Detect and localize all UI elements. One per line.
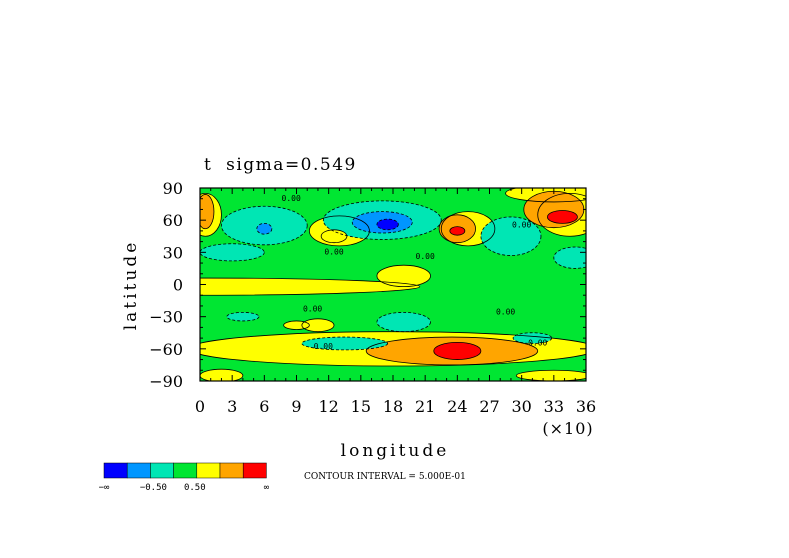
contour-line xyxy=(320,229,348,244)
x-tick-label: 27 xyxy=(479,397,499,416)
x-scale-note: (×10) xyxy=(542,419,593,438)
contour-line xyxy=(200,331,586,367)
chart-title: t sigma=0.549 xyxy=(204,155,357,175)
contour-line xyxy=(221,205,308,246)
x-tick-label: 0 xyxy=(195,397,205,416)
contour-line xyxy=(433,341,482,360)
contour-line xyxy=(200,194,215,230)
contour-label: 0.00 xyxy=(528,339,547,348)
contour-region xyxy=(256,223,272,235)
colorbar-label: 0.50 xyxy=(184,483,206,493)
contour-region xyxy=(516,370,586,381)
colorbar-swatch xyxy=(150,462,174,479)
colorbar-swatch xyxy=(196,462,221,479)
colorbar-label: −0.50 xyxy=(140,483,167,493)
contour-region xyxy=(376,265,431,287)
colorbar-swatch xyxy=(173,462,198,479)
contour-interval-text: CONTOUR INTERVAL = 5.000E-01 xyxy=(304,472,466,482)
contour-line xyxy=(512,332,553,344)
colorbar-swatch xyxy=(126,462,151,479)
contour-region xyxy=(547,210,578,224)
contour-line xyxy=(200,368,244,381)
contour-line xyxy=(553,246,586,269)
contour-region xyxy=(226,312,259,321)
y-tick-label: 30 xyxy=(163,243,183,262)
contour-line xyxy=(301,336,389,351)
contour-label: 0.00 xyxy=(416,252,435,261)
contour-region xyxy=(200,243,265,261)
contour-label: 0.00 xyxy=(303,304,322,313)
contour-region xyxy=(301,337,388,350)
y-axis-label: latitude xyxy=(121,240,141,331)
colorbar-swatch xyxy=(219,462,244,479)
x-tick-label: 12 xyxy=(318,397,338,416)
x-tick-label: 30 xyxy=(511,397,531,416)
contour-label: 0.00 xyxy=(496,308,515,317)
contour-regions xyxy=(200,188,586,381)
contour-label: 0.00 xyxy=(314,342,333,351)
y-tick-label: −90 xyxy=(149,372,183,391)
contour-line xyxy=(376,218,399,231)
contour-label: 0.00 xyxy=(324,247,343,256)
contour-line xyxy=(226,311,260,322)
x-axis-ticks: 0 3 6 9 12 15 18 21 24 27 30 33 36 xyxy=(195,188,596,416)
contour-line xyxy=(440,211,496,247)
x-tick-label: 15 xyxy=(351,397,371,416)
contour-line xyxy=(200,192,222,237)
contour-labels: 0.00 0.00 0.00 0.00 0.00 0.00 0.00 0.00 xyxy=(282,194,548,351)
contour-line xyxy=(301,318,335,333)
contour-line xyxy=(200,243,265,262)
x-tick-label: 3 xyxy=(227,397,237,416)
contour-region xyxy=(553,246,586,269)
x-tick-label: 18 xyxy=(383,397,403,416)
colorbar-label: −∞ xyxy=(99,483,110,493)
contour-line xyxy=(351,211,413,234)
contour-line xyxy=(256,222,273,235)
x-tick-label: 21 xyxy=(415,397,435,416)
contour-line xyxy=(322,200,442,240)
contour-line xyxy=(438,214,476,244)
x-tick-label: 24 xyxy=(447,397,467,416)
colorbar-swatch xyxy=(103,462,128,479)
contour-line xyxy=(365,336,539,366)
contour-label: 0.00 xyxy=(512,221,531,230)
contour-label: 0.00 xyxy=(282,194,301,203)
contour-region xyxy=(480,216,541,256)
x-tick-label: 33 xyxy=(544,397,564,416)
contour-region xyxy=(449,226,465,236)
y-tick-label: 0 xyxy=(173,276,183,295)
contour-region xyxy=(200,278,420,296)
contour-line xyxy=(547,210,578,224)
contour-line xyxy=(283,320,310,330)
colorbar: −∞ −0.50 0.50 ∞ xyxy=(99,462,270,493)
colorbar-swatch xyxy=(242,462,267,479)
contour-line xyxy=(308,215,370,247)
contour-line xyxy=(449,226,466,236)
y-tick-label: −30 xyxy=(149,308,183,327)
plot-area xyxy=(200,188,586,381)
colorbar-label: ∞ xyxy=(264,483,270,493)
y-tick-label: 60 xyxy=(163,211,183,230)
contour-line xyxy=(505,188,586,203)
contour-region xyxy=(376,312,431,332)
contour-region xyxy=(321,229,347,243)
contour-region xyxy=(301,318,335,332)
x-tick-label: 6 xyxy=(259,397,269,416)
x-tick-label: 36 xyxy=(576,397,596,416)
contour-line xyxy=(376,264,431,288)
contour-line xyxy=(376,311,431,333)
x-tick-label: 9 xyxy=(291,397,301,416)
contour-line xyxy=(480,216,542,256)
contour-line xyxy=(200,277,421,296)
y-axis-ticks: 90 60 30 0 −30 −60 −90 xyxy=(149,179,586,391)
y-tick-label: −60 xyxy=(149,340,183,359)
contour-region xyxy=(433,342,481,360)
x-axis-label: longitude xyxy=(341,441,450,461)
y-tick-label: 90 xyxy=(163,179,183,198)
contour-line xyxy=(537,192,586,237)
contour-region xyxy=(376,219,399,230)
